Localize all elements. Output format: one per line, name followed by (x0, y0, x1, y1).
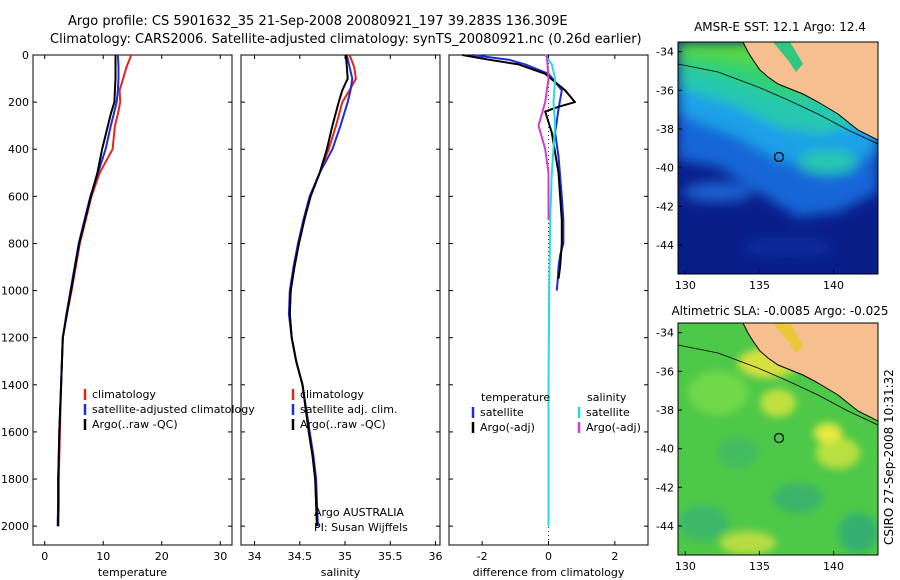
temperature-panel: 0 10 20 30 0 200 400 600 800 1000 1200 1400 1600 1800… (1, 49, 255, 579)
map-x-tick-label: 130 (675, 279, 696, 292)
x-tick-label: 35 (338, 550, 352, 563)
map-x-tick-label: 135 (749, 560, 770, 573)
map-y-tick-label: -40 (656, 443, 674, 456)
series-line-0 (472, 54, 565, 291)
legend-group-title: temperature (481, 391, 550, 404)
legend-label: Argo(-adj) (480, 421, 535, 434)
map-y-tick-label: -36 (656, 365, 674, 378)
x-tick-label: 34.5 (288, 550, 313, 563)
difference-panel: -2 0 2 difference from climatology temperatu… (448, 54, 649, 579)
annotation-text: PI: Susan Wijffels (314, 521, 408, 534)
sla-map: Altimetric SLA: -0.0085 Argo: -0.025 (656, 304, 888, 573)
legend-label: climatology (92, 388, 156, 401)
x-axis-label: temperature (98, 566, 167, 579)
sst-map-title: AMSR-E SST: 12.1 Argo: 12.4 (694, 20, 866, 34)
series-line-1 (462, 54, 576, 279)
x-tick-label: 34 (248, 550, 262, 563)
map-y-tick-label: -36 (656, 84, 674, 97)
series-line-1 (56, 54, 120, 527)
y-tick-label: 1000 (1, 285, 29, 298)
legend-group-title: salinity (587, 391, 627, 404)
map-x-tick-label: 140 (823, 279, 844, 292)
series-line-0 (57, 54, 133, 527)
map-y-tick-label: -44 (656, 239, 674, 252)
x-tick-label: 36 (428, 550, 442, 563)
legend-label: satellite (586, 406, 630, 419)
coastline (742, 323, 878, 422)
map-x-tick-label: 130 (675, 560, 696, 573)
map-y-tick-label: -40 (656, 162, 674, 175)
y-tick-label: 0 (22, 49, 29, 62)
x-tick-label: 30 (213, 550, 227, 563)
sst-map: AMSR-E SST: 12.1 Argo: 12.4 130 135 140 -34… (656, 20, 879, 292)
sst-map-image (678, 42, 878, 274)
legend-label: satellite adj. clim. (300, 403, 397, 416)
legend-label: Argo(-adj) (586, 421, 641, 434)
map-y-tick-label: -34 (656, 46, 674, 59)
side-timestamp-label: CSIRO 27-Sep-2008 10:31:32 (882, 369, 896, 545)
y-tick-label: 1600 (1, 426, 29, 439)
isobath-line (678, 63, 878, 145)
argo-position-marker (773, 151, 785, 163)
land-mass (743, 42, 878, 140)
map-y-tick-label: -34 (656, 327, 674, 340)
map-y-tick-label: -44 (656, 520, 674, 533)
salinity-panel: 34 34.5 35 35.5 36 salinity climatology satelli… (240, 54, 442, 579)
legend-label: satellite (480, 406, 524, 419)
x-tick-label: 10 (96, 550, 110, 563)
x-tick-label: 20 (155, 550, 169, 563)
y-tick-label: 1800 (1, 473, 29, 486)
series-line-0 (288, 54, 357, 527)
plot-frame (240, 54, 441, 546)
map-y-tick-label: -42 (656, 481, 674, 494)
map-y-tick-label: -38 (656, 404, 674, 417)
x-tick-label: 35.5 (378, 550, 403, 563)
map-x-tick-label: 135 (749, 279, 770, 292)
y-tick-label: 200 (8, 96, 29, 109)
map-y-tick-label: -38 (656, 123, 674, 136)
x-tick-label: 0 (545, 550, 552, 563)
y-tick-label: 800 (8, 237, 29, 250)
y-tick-label: 1400 (1, 379, 29, 392)
series-line-1 (287, 54, 354, 527)
x-tick-label: -2 (477, 550, 488, 563)
legend-label: Argo(..raw -QC) (300, 418, 386, 431)
y-tick-label: 1200 (1, 332, 29, 345)
y-tick-label: 600 (8, 190, 29, 203)
series-line-3 (537, 54, 550, 220)
x-tick-label: 0 (41, 550, 48, 563)
coastline (742, 42, 878, 141)
x-tick-label: 2 (611, 550, 618, 563)
legend-label: Argo(..raw -QC) (92, 418, 178, 431)
series-line-2 (544, 54, 557, 527)
sla-map-image (678, 323, 878, 555)
x-axis-label: difference from climatology (473, 566, 625, 579)
annotation-text: Argo AUSTRALIA (314, 506, 404, 519)
legend-label: satellite-adjusted climatology (92, 403, 255, 416)
map-y-tick-label: -42 (656, 200, 674, 213)
title-line-2: Climatology: CARS2006. Satellite-adjuste… (50, 32, 642, 47)
y-tick-label: 400 (8, 143, 29, 156)
map-x-tick-label: 140 (823, 560, 844, 573)
y-tick-label: 2000 (1, 520, 29, 533)
sla-map-title: Altimetric SLA: -0.0085 Argo: -0.025 (671, 304, 888, 318)
argo-position-marker (773, 432, 785, 444)
legend-label: climatology (300, 388, 364, 401)
series-line-2 (288, 54, 349, 527)
x-axis-label: salinity (321, 566, 361, 579)
series-line-2 (57, 55, 117, 527)
plot-frame (32, 54, 233, 546)
title-line-1: Argo profile: CS 5901632_35 21-Sep-2008 … (68, 14, 568, 29)
